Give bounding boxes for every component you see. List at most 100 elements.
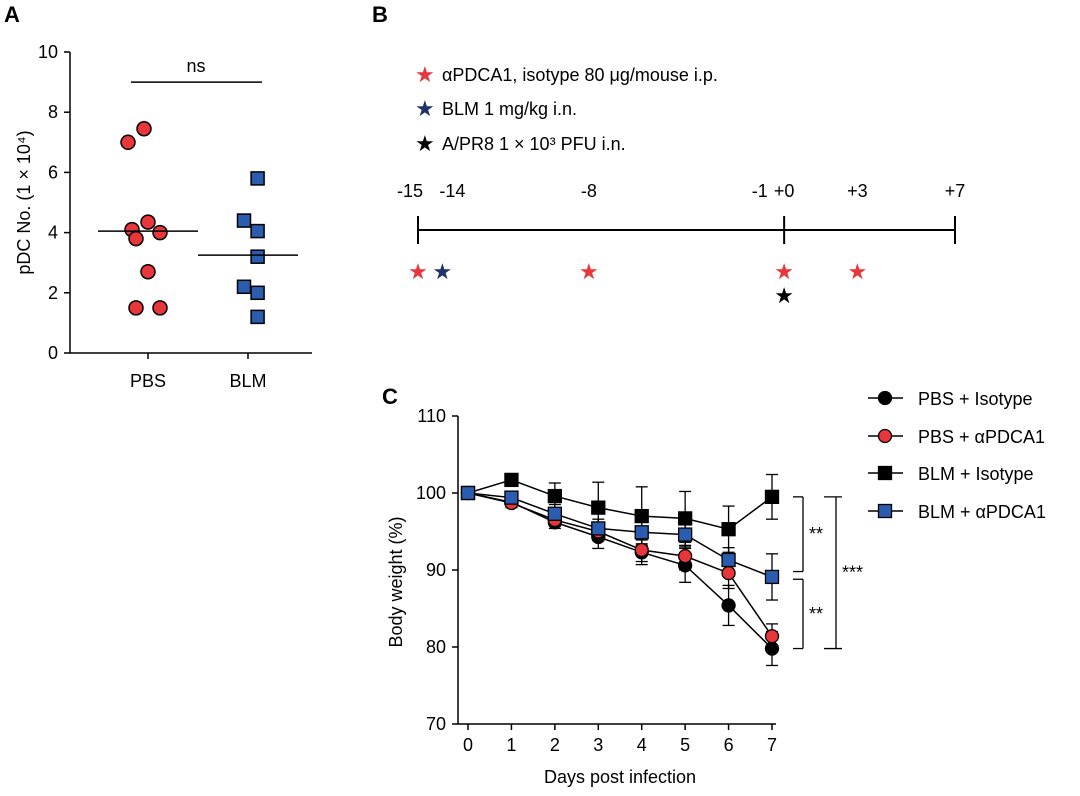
- a-point-pbs: [128, 300, 144, 316]
- a-point-pbs: [152, 224, 168, 241]
- c-y-tick-label: 100: [416, 483, 446, 503]
- a-y-axis-title: pDC No. (1 × 10⁴): [14, 130, 34, 274]
- b-legend-text: BLM 1 mg/kg i.n.: [442, 99, 577, 119]
- c-x-tick-label: 5: [680, 735, 690, 755]
- a-point-blm: [250, 309, 265, 325]
- a-point-blm: [236, 279, 252, 295]
- c-data-point: [547, 506, 563, 521]
- c-sig-label: ***: [842, 563, 863, 583]
- b-legend-text: αPDCA1, isotype 80 μg/mouse i.p.: [442, 65, 718, 85]
- c-data-point: [634, 542, 649, 558]
- c-data-point: [460, 485, 476, 501]
- a-point-blm: [236, 213, 252, 228]
- c-data-point: [721, 598, 736, 613]
- c-data-point: [764, 569, 780, 585]
- c-x-tick-label: 4: [637, 735, 647, 755]
- c-y-tick-label: 70: [426, 714, 446, 734]
- c-sig-label: **: [809, 604, 823, 624]
- c-legend-label: PBS + αPDCA1: [918, 427, 1045, 447]
- b-day-label: +0: [774, 181, 795, 201]
- a-y-tick-label: 2: [48, 283, 58, 303]
- b-event-star-icon: ★: [774, 284, 794, 309]
- panel-c-chart: 70 80 90 100 110 0 1 2 3 4 5 6 7 Days post infection B…: [386, 389, 1046, 787]
- a-point-pbs: [152, 300, 168, 316]
- b-legend-text: A/PR8 1 × 10³ PFU i.n.: [442, 134, 626, 154]
- a-point-blm: [250, 223, 265, 239]
- c-data-point: [591, 500, 606, 515]
- c-data-point: [677, 548, 693, 564]
- a-y-tick-label: 4: [48, 223, 58, 243]
- c-legend-label: PBS + Isotype: [918, 389, 1033, 409]
- a-x-tick-label: BLM: [229, 371, 266, 391]
- a-y-tick-label: 0: [48, 343, 58, 363]
- panel-c-letter: C: [382, 384, 398, 409]
- c-data-point: [677, 527, 693, 542]
- panel-b-letter: B: [372, 2, 388, 27]
- a-y-tick-label: 10: [38, 42, 58, 62]
- c-data-point: [634, 525, 649, 540]
- c-data-point: [721, 565, 736, 581]
- b-legend-star-icon: ★: [415, 132, 435, 157]
- c-legend-label: BLM + Isotype: [918, 464, 1034, 484]
- b-legend-star-icon: ★: [415, 63, 435, 88]
- b-event-star-icon: ★: [774, 260, 794, 285]
- a-point-pbs: [120, 134, 136, 151]
- panel-a-letter: A: [4, 2, 20, 27]
- c-data-point: [764, 629, 780, 644]
- a-point-blm: [250, 285, 265, 301]
- panel-b-timeline: ★ αPDCA1, isotype 80 μg/mouse i.p. ★ BLM 1 …: [397, 63, 965, 309]
- c-data-point: [547, 488, 563, 504]
- a-point-pbs: [140, 263, 156, 280]
- c-x-tick-label: 0: [463, 735, 473, 755]
- b-day-label: -14: [439, 181, 465, 201]
- a-ns-label: ns: [186, 56, 205, 76]
- b-day-label: +7: [945, 181, 966, 201]
- b-day-label: -1: [752, 181, 768, 201]
- c-data-point: [504, 490, 519, 505]
- b-legend-star-icon: ★: [415, 97, 435, 122]
- a-point-pbs: [140, 214, 156, 230]
- c-x-tick-label: 6: [724, 735, 734, 755]
- panel-a-chart: 0 2 4 6 8 10 PBS BLM pDC No. (1 × 10⁴) ns: [14, 42, 312, 391]
- c-x-tick-label: 7: [767, 735, 777, 755]
- c-x-tick-label: 1: [506, 735, 516, 755]
- c-legend-marker: [877, 428, 893, 444]
- c-x-axis-title: Days post infection: [544, 767, 696, 787]
- a-point-blm: [250, 171, 265, 186]
- c-data-point: [721, 522, 736, 537]
- a-y-tick-label: 6: [48, 162, 58, 182]
- c-data-point: [764, 489, 780, 505]
- a-point-pbs: [128, 230, 144, 247]
- c-x-tick-label: 2: [550, 735, 560, 755]
- b-day-label: +3: [847, 181, 868, 201]
- c-series-line: [467, 492, 773, 637]
- c-series-line: [467, 492, 773, 578]
- c-y-tick-label: 80: [426, 637, 446, 657]
- c-data-point: [764, 641, 780, 656]
- c-sig-label: **: [809, 524, 823, 544]
- c-data-point: [634, 508, 649, 524]
- c-data-point: [677, 511, 693, 526]
- b-day-label: -15: [397, 181, 423, 201]
- c-legend-marker: [877, 503, 893, 519]
- c-legend-marker: [877, 390, 893, 406]
- c-legend-label: BLM + αPDCA1: [918, 502, 1046, 522]
- a-point-blm: [250, 249, 265, 264]
- a-y-tick-label: 8: [48, 102, 58, 122]
- c-y-tick-label: 110: [417, 406, 446, 426]
- b-event-star-icon: ★: [433, 260, 453, 285]
- b-event-star-icon: ★: [408, 260, 428, 285]
- c-data-point: [591, 521, 606, 536]
- b-event-star-icon: ★: [579, 260, 599, 285]
- c-data-point: [504, 472, 519, 488]
- a-point-pbs: [136, 121, 152, 137]
- a-x-tick-label: PBS: [130, 371, 166, 391]
- c-y-tick-label: 90: [426, 560, 446, 580]
- c-series-line: [467, 479, 773, 531]
- c-data-point: [721, 552, 736, 568]
- b-day-label: -8: [581, 181, 597, 201]
- c-y-axis-title: Body weight (%): [386, 516, 406, 647]
- b-event-star-icon: ★: [847, 260, 867, 285]
- c-x-tick-label: 3: [593, 735, 603, 755]
